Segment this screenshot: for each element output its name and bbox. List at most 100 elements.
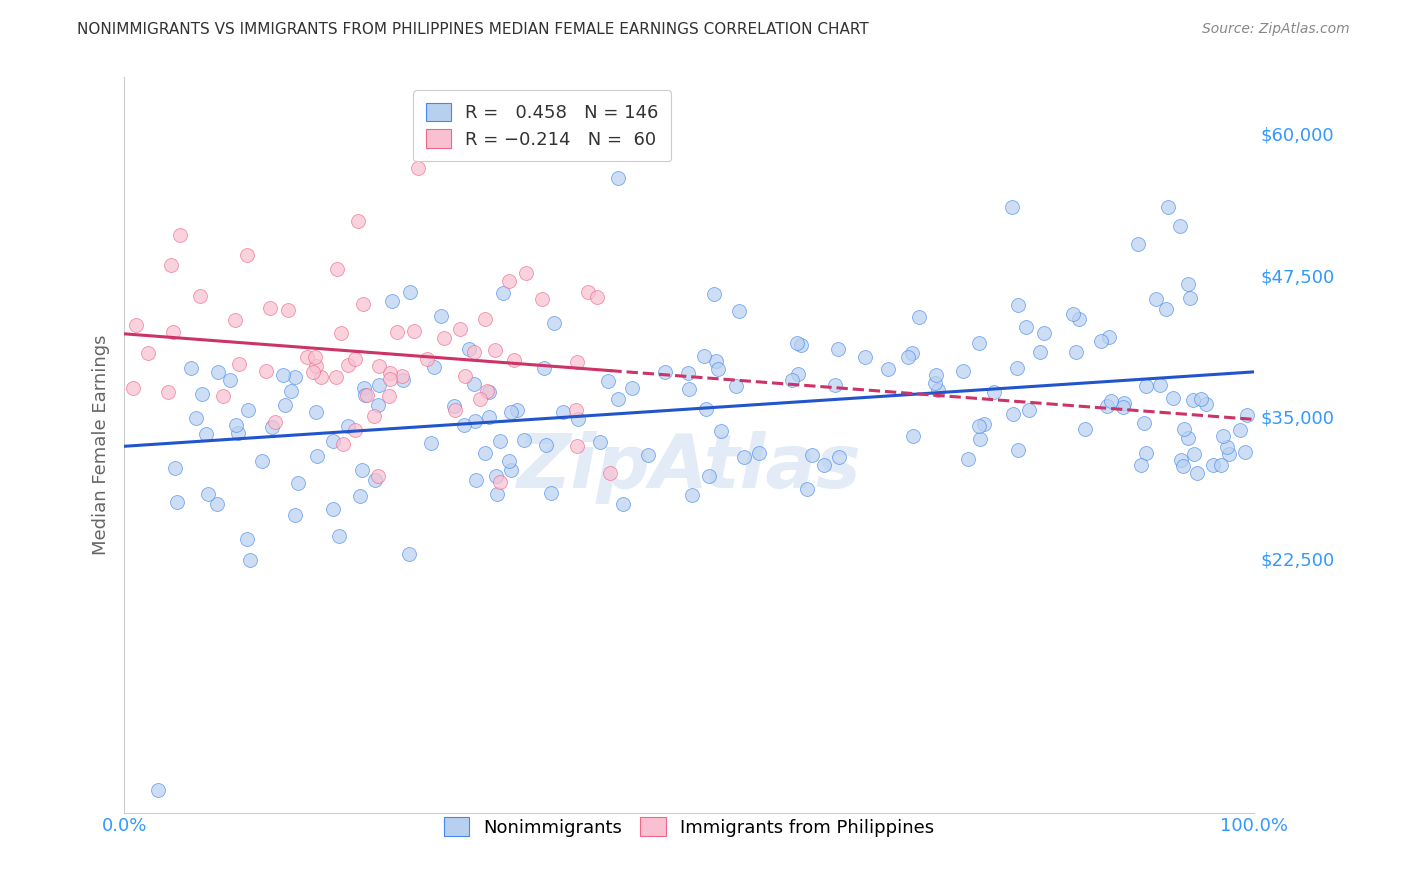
Point (620, 381, 643, 395)
Point (853, 351, 876, 365)
Point (228, 357, 250, 371)
Point (707, 362, 730, 376)
Point (1154, 301, 1177, 316)
Point (1073, 422, 1095, 436)
Point (787, 368, 810, 382)
Point (596, 374, 619, 388)
Point (1062, 307, 1084, 321)
Point (1111, 400, 1133, 414)
Point (1212, 429, 1234, 443)
Point (474, 312, 496, 326)
Text: Source: ZipAtlas.com: Source: ZipAtlas.com (1202, 22, 1350, 37)
Point (498, 275, 520, 289)
Point (146, 783, 169, 797)
Point (1029, 344, 1052, 359)
Point (194, 427, 217, 442)
Point (239, 553, 262, 567)
Point (678, 383, 700, 397)
Point (328, 529, 350, 543)
Point (378, 372, 401, 386)
Point (1209, 458, 1232, 472)
Point (352, 297, 374, 311)
Point (329, 326, 352, 340)
Point (325, 369, 347, 384)
Point (1170, 453, 1192, 467)
Point (304, 350, 326, 364)
Point (927, 383, 949, 397)
Point (391, 368, 413, 383)
Point (287, 476, 309, 491)
Point (748, 446, 770, 460)
Point (367, 398, 389, 412)
Point (489, 475, 512, 489)
Point (488, 434, 510, 449)
Point (1069, 312, 1091, 326)
Point (983, 385, 1005, 400)
Point (1229, 423, 1251, 437)
Point (309, 370, 332, 384)
Point (188, 289, 211, 303)
Point (1007, 443, 1029, 458)
Point (612, 497, 634, 511)
Point (122, 381, 145, 395)
Point (264, 415, 287, 429)
Point (402, 324, 425, 338)
Point (337, 358, 360, 372)
Point (364, 473, 387, 487)
Point (277, 302, 299, 317)
Point (1135, 446, 1157, 460)
Point (901, 345, 924, 359)
Point (1178, 291, 1201, 305)
Point (356, 388, 378, 402)
Point (252, 454, 274, 468)
Point (728, 303, 751, 318)
Point (205, 497, 228, 511)
Point (567, 439, 589, 453)
Point (274, 399, 297, 413)
Point (254, 364, 277, 378)
Point (695, 401, 717, 416)
Point (363, 409, 385, 423)
Point (699, 468, 721, 483)
Point (423, 359, 446, 374)
Point (1015, 319, 1038, 334)
Point (465, 473, 488, 487)
Point (430, 309, 453, 323)
Point (1202, 458, 1225, 472)
Point (1157, 200, 1180, 214)
Point (492, 285, 515, 300)
Point (478, 384, 501, 399)
Point (1182, 392, 1205, 407)
Point (1099, 393, 1122, 408)
Point (225, 418, 247, 433)
Point (1126, 237, 1149, 252)
Point (420, 436, 443, 450)
Point (125, 318, 148, 332)
Point (191, 387, 214, 401)
Point (506, 403, 529, 417)
Point (1135, 379, 1157, 393)
Point (967, 336, 990, 351)
Point (212, 389, 235, 403)
Point (236, 402, 259, 417)
Point (207, 365, 229, 379)
Point (284, 370, 307, 384)
Point (1195, 397, 1218, 411)
Point (295, 351, 318, 365)
Point (503, 352, 526, 367)
Text: NONIMMIGRANTS VS IMMIGRANTS FROM PHILIPPINES MEDIAN FEMALE EARNINGS CORRELATION : NONIMMIGRANTS VS IMMIGRANTS FROM PHILIPP… (77, 22, 869, 37)
Point (565, 354, 588, 368)
Point (969, 418, 991, 433)
Point (453, 418, 475, 433)
Point (589, 434, 612, 449)
Point (1149, 378, 1171, 392)
Text: ZipAtlas: ZipAtlas (516, 431, 862, 504)
Point (326, 262, 349, 277)
Point (1064, 345, 1087, 359)
Point (1216, 440, 1239, 454)
Point (381, 293, 404, 308)
Point (780, 372, 803, 386)
Point (322, 434, 344, 448)
Point (156, 384, 179, 399)
Point (259, 301, 281, 315)
